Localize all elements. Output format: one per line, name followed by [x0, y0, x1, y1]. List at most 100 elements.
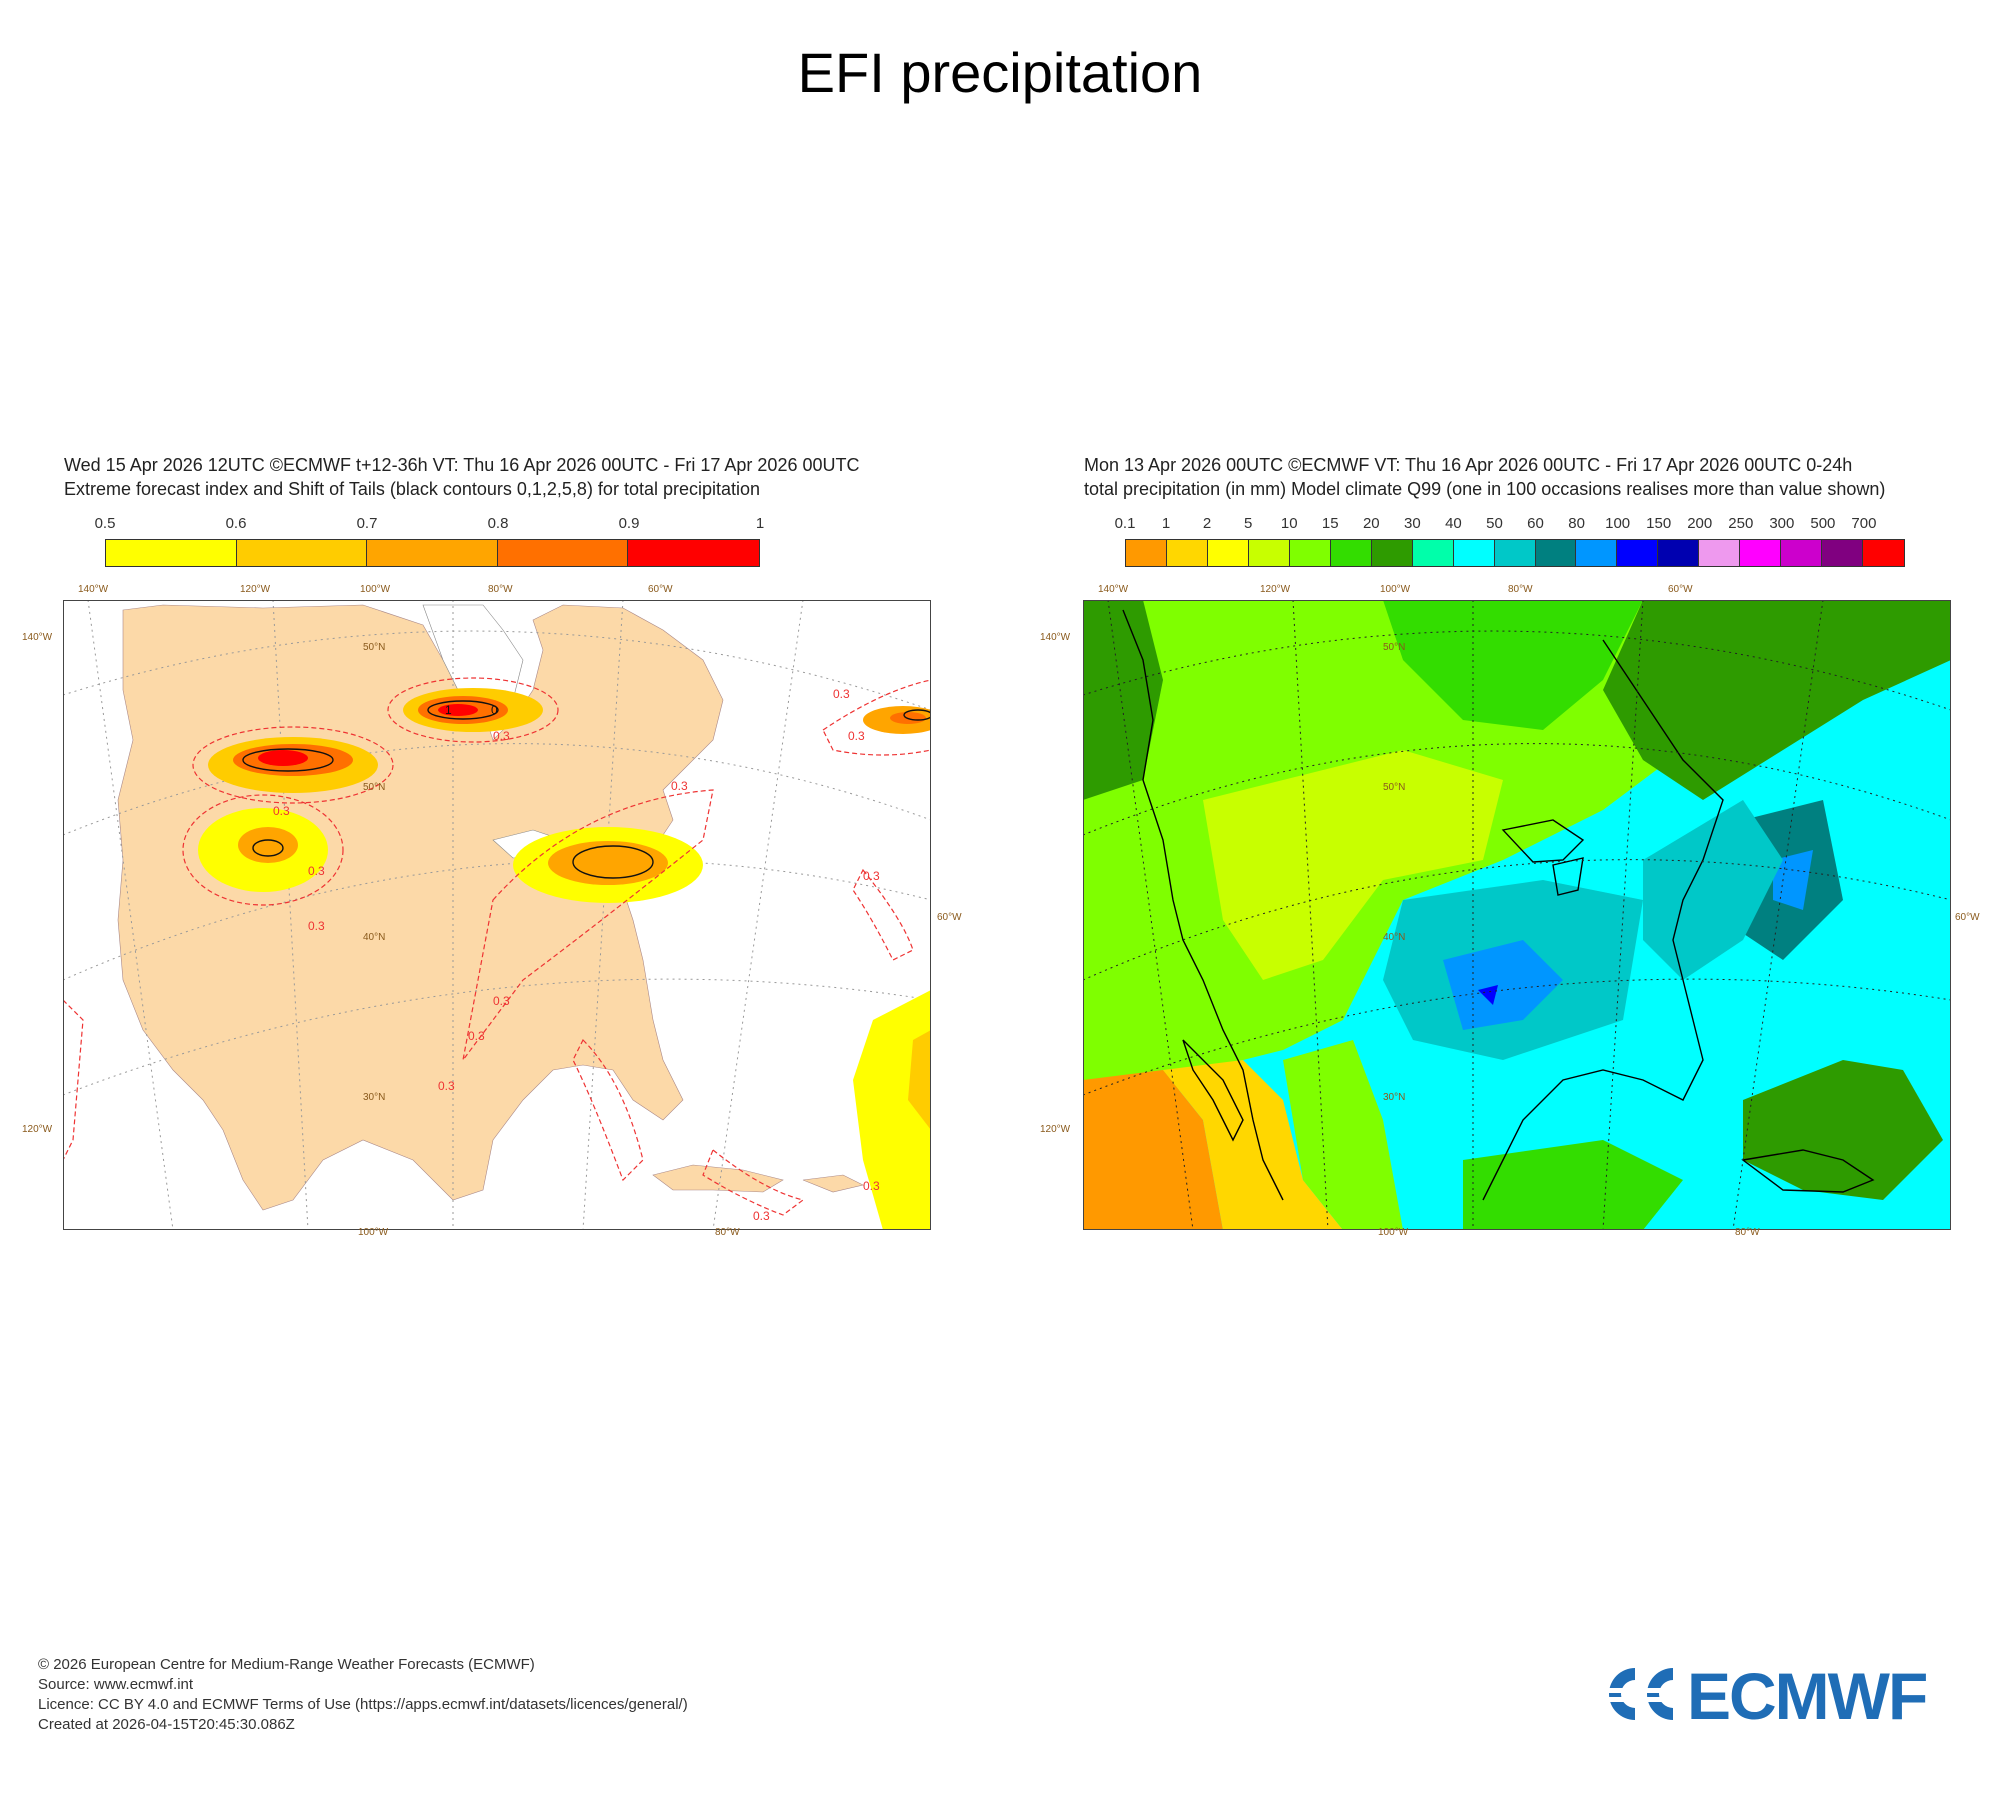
lat-label: 30°N: [1383, 1092, 1405, 1103]
q99-map-canvas: 50°N 50°N 40°N 30°N: [1083, 600, 1951, 1230]
colorbar-cell: [1330, 540, 1372, 566]
lat-label: 50°N: [1383, 782, 1405, 793]
colorbar-label: 10: [1280, 515, 1298, 532]
colorbar-cell: [497, 540, 629, 566]
lat-label: 30°N: [363, 1092, 385, 1103]
contour-label: 0.3: [848, 729, 865, 743]
q99-zone-yellow-mexico: [1163, 1060, 1343, 1230]
colorbar-label: 1: [755, 515, 765, 532]
efi-patch-hudson-peak: [438, 704, 478, 716]
q99-zone-blue-plains: [1443, 940, 1563, 1030]
contour-label: 0.3: [273, 804, 290, 818]
lat-label: 40°N: [363, 932, 385, 943]
ecmwf-logo[interactable]: ECMWF: [1595, 1659, 1975, 1733]
colorbar-cell: [1289, 540, 1331, 566]
contour-label: 0.3: [671, 779, 688, 793]
colorbar-label: 0.6: [225, 515, 247, 532]
efi-colorbar: 0.5 0.6 0.7 0.8 0.9 1: [95, 515, 765, 575]
colorbar-label: 2: [1202, 515, 1212, 532]
q99-colorbar-bar: [1125, 539, 1905, 567]
contour-label: 0.3: [863, 1179, 880, 1193]
q99-zone-deepblue-plains: [1478, 985, 1498, 1005]
colorbar-label: 0.5: [94, 515, 116, 532]
colorbar-label: 40: [1445, 515, 1462, 532]
contour-label: 0.3: [308, 919, 325, 933]
efi-map[interactable]: 0.3 0.3 0.3 0.3 0.3 0.3 0.3 0.3 0.3 0.3 …: [63, 600, 931, 1230]
colorbar-label: 30: [1404, 515, 1421, 532]
contour-label: 0.3: [753, 1209, 770, 1223]
colorbar-label: 0.1: [1114, 515, 1136, 532]
lon-bottom-label: 100°W: [1378, 1227, 1409, 1238]
contour-label: 0.3: [493, 994, 510, 1008]
efi-colorbar-labels: 0.5 0.6 0.7 0.8 0.9 1: [95, 515, 765, 535]
lon-top-label: 60°W: [1668, 584, 1693, 595]
graticule: [63, 600, 931, 1230]
q99-caption-line2: total precipitation (in mm) Model climat…: [1084, 479, 1886, 499]
q99-zone-blue-atlantic: [1773, 850, 1813, 910]
efi-caption-line1: Wed 15 Apr 2026 12UTC ©ECMWF t+12-36h VT…: [64, 455, 860, 475]
lat-label: 50°N: [363, 782, 385, 793]
sot-label: 1: [445, 703, 452, 717]
caribbean-land: [652, 1164, 864, 1193]
lon-top-label: 80°W: [1508, 584, 1533, 595]
colorbar-label: 1: [1161, 515, 1171, 532]
colorbar-cell: [1207, 540, 1249, 566]
efi-field: [198, 688, 931, 1230]
q99-zone-teal-east: [1643, 800, 1783, 980]
q99-coastlines: [1122, 609, 1875, 1201]
q99-zone-green-gulf: [1463, 1140, 1683, 1230]
lon-top-label: 120°W: [240, 584, 271, 595]
lon-right-label: 60°W: [1955, 912, 1980, 923]
colorbar-label: 150: [1646, 515, 1672, 532]
colorbar-label: 5: [1243, 515, 1253, 532]
contour-label: 0.3: [438, 1079, 455, 1093]
q99-axis-labels: 140°W 120°W 100°W 80°W 60°W 140°W 120°W …: [1040, 584, 1980, 1238]
footer-credits: © 2026 European Centre for Medium-Range …: [38, 1655, 688, 1735]
colorbar-label: 20: [1362, 515, 1380, 532]
contour-label: 0.3: [468, 1029, 485, 1043]
colorbar-label: 700: [1851, 515, 1877, 532]
q99-map[interactable]: 50°N 50°N 40°N 30°N: [1083, 600, 1951, 1230]
lon-top-label: 100°W: [360, 584, 391, 595]
lon-right-label: 60°W: [937, 912, 962, 923]
efi-axis-labels: 140°W 120°W 100°W 80°W 60°W 140°W 120°W …: [22, 584, 962, 1238]
lon-left-label: 140°W: [1040, 632, 1071, 643]
efi-patch-rockies-core: [238, 827, 298, 863]
colorbar-cell: [1248, 540, 1290, 566]
contour-label: 0.3: [308, 864, 325, 878]
colorbar-label: 0.8: [487, 515, 509, 532]
colorbar-cell: [1453, 540, 1495, 566]
sot-contours: [242, 700, 931, 879]
lon-top-label: 60°W: [648, 584, 673, 595]
q99-colorbar-labels: 0.1 1 2 5 10 15 20 30 40 50 60 80 100 150 200 250 300 500…: [1115, 515, 1905, 535]
ecmwf-logo-text: ECMWF: [1687, 1659, 1928, 1733]
colorbar-cell: [1126, 540, 1167, 566]
colorbar-label: 80: [1568, 515, 1585, 532]
lon-top-label: 140°W: [78, 584, 109, 595]
colorbar-cell: [106, 540, 237, 566]
colorbar-cell: [1822, 540, 1864, 566]
colorbar-cell: [1658, 540, 1700, 566]
colorbar-cell: [1412, 540, 1454, 566]
colorbar-cell: [628, 540, 759, 566]
lon-top-label: 140°W: [1098, 584, 1129, 595]
lon-left-label: 120°W: [1040, 1124, 1071, 1135]
colorbar-cell: [1371, 540, 1413, 566]
efi-map-frame: [63, 600, 931, 1230]
q99-zone-coast-darkgreen: [1083, 600, 1163, 800]
sot-labels: 1 0: [445, 703, 498, 717]
footer-copyright: © 2026 European Centre for Medium-Range …: [38, 1656, 535, 1673]
contour-label: 0.3: [493, 729, 510, 743]
sot-label: 0: [491, 703, 498, 717]
q99-zone-plains-yellowgreen: [1203, 750, 1503, 980]
efi-colorbar-bar: [105, 539, 760, 567]
lat-label: 40°N: [1383, 932, 1405, 943]
efi-caption-line2: Extreme forecast index and Shift of Tail…: [64, 479, 761, 499]
footer-source: Source: www.ecmwf.int: [38, 1676, 194, 1693]
q99-zone-midgreen: [1383, 600, 1643, 730]
q99-caption-line1: Mon 13 Apr 2026 00UTC ©ECMWF VT: Thu 16 …: [1084, 455, 1853, 475]
q99-map-frame: [1083, 600, 1951, 1230]
ecmwf-logo-icon: [1597, 1668, 1683, 1720]
colorbar-label: 500: [1810, 515, 1836, 532]
q99-zone-darkgreen-southeast: [1743, 1060, 1943, 1200]
